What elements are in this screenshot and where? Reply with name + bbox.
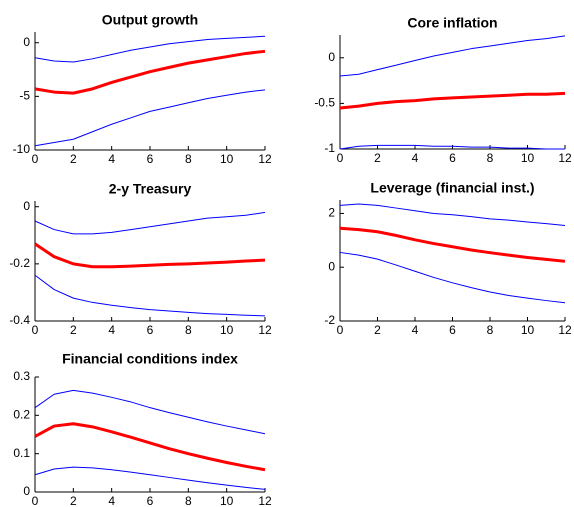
x-tick-label: 0	[337, 323, 344, 337]
y-tick-label: -2	[324, 313, 335, 327]
series-line	[34, 389, 266, 435]
x-tick-label: 10	[220, 323, 234, 337]
x-tick-label: 10	[521, 323, 535, 337]
x-tick-label: 12	[258, 152, 272, 166]
x-tick-label: 0	[32, 494, 39, 507]
y-tick-label: 0	[328, 259, 335, 273]
x-tick-label: 10	[220, 494, 234, 507]
series-line	[34, 49, 266, 95]
x-tick-label: 12	[258, 323, 272, 337]
series-line	[339, 91, 566, 110]
x-tick-label: 0	[32, 323, 39, 337]
x-tick-label: 2	[70, 323, 77, 337]
series-line	[339, 251, 566, 304]
series-line	[34, 242, 266, 269]
x-tick-label: 8	[185, 494, 192, 507]
x-tick-label: 6	[147, 494, 154, 507]
chart-title: Leverage (financial inst.)	[370, 180, 534, 196]
series-line	[34, 422, 266, 472]
x-tick-label: 6	[147, 152, 154, 166]
x-tick-label: 4	[412, 151, 419, 165]
series-line	[34, 274, 266, 317]
y-tick-label: 0.1	[13, 446, 30, 460]
series-line	[34, 89, 266, 147]
x-tick-label: 12	[258, 494, 272, 507]
x-tick-label: 2	[374, 151, 381, 165]
x-tick-label: 12	[558, 323, 572, 337]
x-tick-label: 10	[521, 151, 535, 165]
x-tick-label: 4	[108, 494, 115, 507]
series-line	[339, 226, 566, 263]
x-tick-label: 4	[108, 323, 115, 337]
chart-title: Output growth	[102, 12, 198, 28]
series-line	[339, 35, 566, 77]
series-line	[339, 203, 566, 227]
x-tick-label: 2	[374, 323, 381, 337]
chart-title: Core inflation	[407, 15, 497, 31]
y-tick-label: -0.2	[9, 256, 30, 270]
x-tick-label: 2	[70, 152, 77, 166]
x-tick-label: 4	[108, 152, 115, 166]
series-line	[339, 144, 565, 150]
x-tick-label: 2	[70, 494, 77, 507]
x-tick-label: 6	[449, 151, 456, 165]
y-tick-label: -5	[19, 89, 30, 103]
series-line	[34, 211, 266, 235]
x-tick-label: 6	[449, 323, 456, 337]
x-tick-label: 8	[487, 151, 494, 165]
series-line	[34, 35, 266, 63]
x-tick-label: 0	[32, 152, 39, 166]
y-tick-label: -1	[324, 141, 335, 155]
x-tick-label: 6	[147, 323, 154, 337]
x-tick-label: 8	[487, 323, 494, 337]
y-tick-label: 0	[328, 50, 335, 64]
y-tick-label: 2	[328, 206, 335, 220]
x-tick-label: 4	[412, 323, 419, 337]
chart-title: 2-y Treasury	[109, 181, 192, 197]
series-line	[34, 466, 266, 490]
y-tick-label: 0	[23, 35, 30, 49]
x-tick-label: 8	[185, 152, 192, 166]
y-tick-label: 0.2	[13, 408, 30, 422]
y-tick-label: 0.3	[13, 369, 30, 383]
x-tick-label: 8	[185, 323, 192, 337]
x-tick-label: 10	[220, 152, 234, 166]
y-tick-label: -0.5	[314, 96, 335, 110]
chart-title: Financial conditions index	[62, 351, 238, 367]
y-tick-label: -0.4	[9, 313, 30, 327]
x-tick-label: 12	[558, 151, 572, 165]
y-tick-label: -10	[13, 142, 31, 156]
y-tick-label: 0	[23, 199, 30, 213]
y-tick-label: 0	[23, 484, 30, 498]
x-tick-label: 0	[337, 151, 344, 165]
